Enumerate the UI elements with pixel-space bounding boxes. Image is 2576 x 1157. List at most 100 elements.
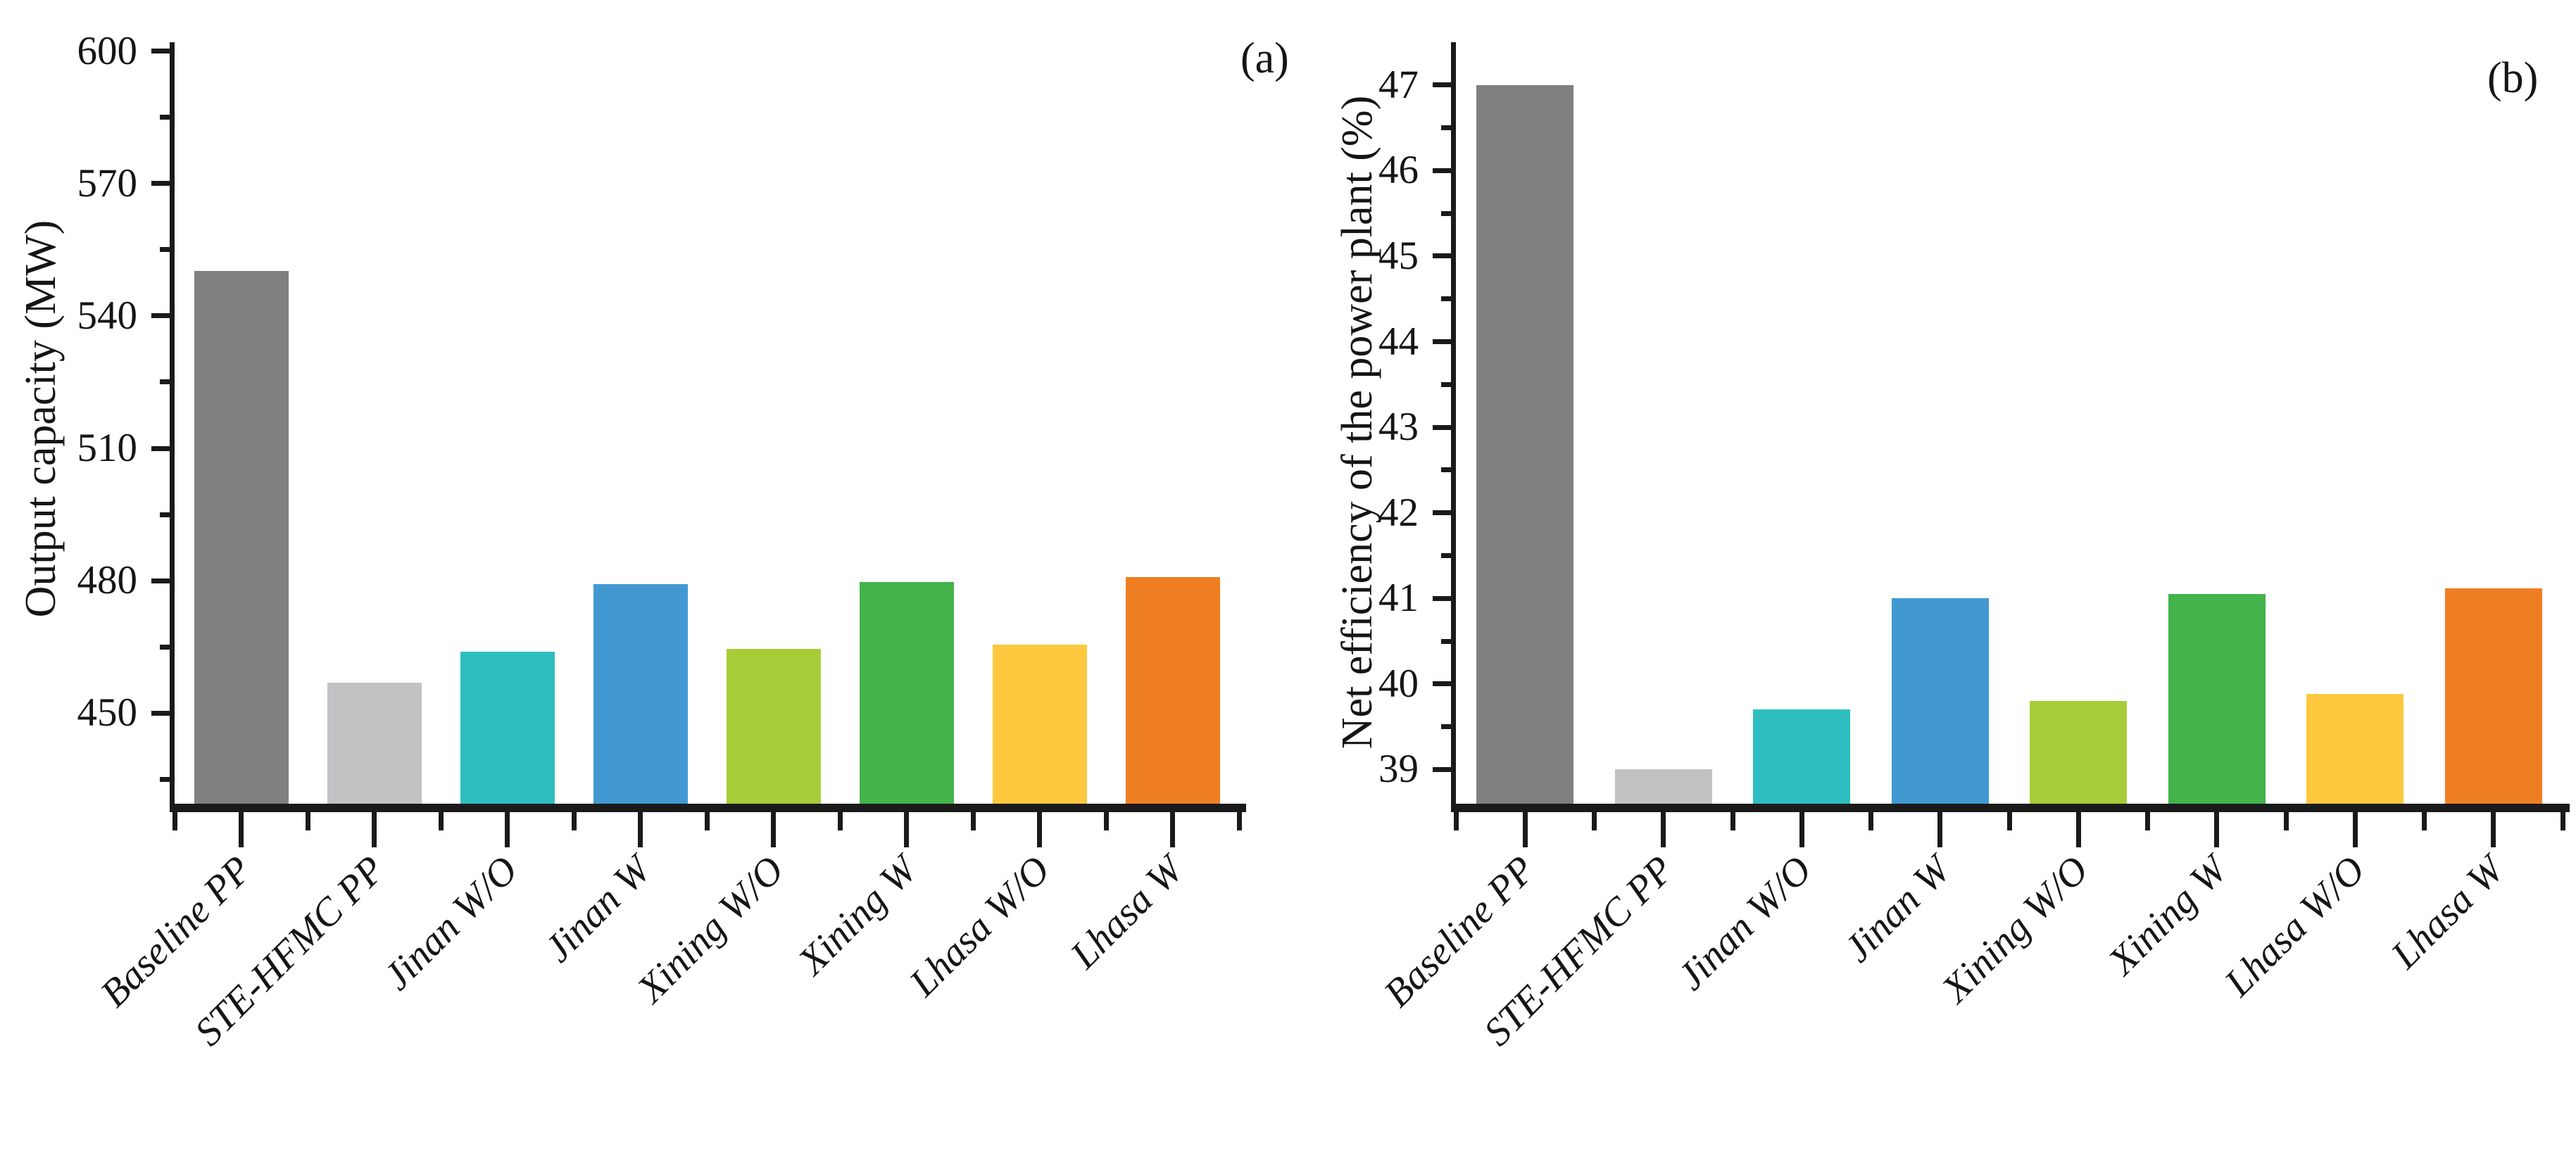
y-axis-tick-label: 42	[1378, 490, 1419, 535]
x-axis-boundary-tick	[1592, 812, 1597, 830]
x-axis-boundary-tick	[970, 812, 976, 830]
y-axis-tick-label: 510	[77, 426, 138, 471]
y-axis-tick-label: 540	[77, 293, 138, 338]
y-axis-minor-tick	[1441, 467, 1451, 473]
y-axis-minor-tick	[160, 247, 170, 253]
y-axis-minor-tick	[160, 115, 170, 120]
x-axis-center-tick	[904, 812, 909, 847]
x-axis-center-tick	[1037, 812, 1042, 847]
x-axis-boundary-tick	[2283, 812, 2289, 830]
y-axis-minor-tick	[1441, 210, 1451, 216]
y-axis-minor-tick	[1441, 638, 1451, 644]
x-axis-center-tick	[239, 812, 244, 847]
bar-xining-w-o	[726, 649, 821, 804]
y-axis-minor-tick	[1441, 552, 1451, 558]
x-axis-boundary-tick	[2422, 812, 2427, 830]
x-axis-center-tick	[1661, 812, 1666, 847]
y-axis-major-tick	[1433, 167, 1451, 173]
bar-xining-w	[859, 582, 954, 804]
x-axis-boundary-tick	[438, 812, 444, 830]
x-axis-boundary-tick	[1730, 812, 1735, 830]
x-axis-boundary-tick	[1103, 812, 1109, 830]
y-axis-major-tick	[1433, 339, 1451, 344]
x-axis-line	[1451, 804, 2570, 812]
x-axis-center-tick	[2214, 812, 2220, 847]
y-axis-major-tick	[1433, 681, 1451, 687]
y-axis-tick-label: 43	[1378, 405, 1419, 450]
y-axis-major-tick	[151, 181, 170, 186]
x-axis-boundary-tick	[172, 812, 177, 830]
y-axis-major-tick	[1433, 766, 1451, 772]
bar-xining-w	[2168, 594, 2266, 804]
y-axis-major-tick	[151, 49, 170, 54]
bar-baseline-pp	[1476, 84, 1574, 804]
y-axis-major-tick	[151, 313, 170, 319]
panel-label-a: (a)	[1240, 34, 1289, 82]
y-axis-tick-label: 480	[77, 558, 138, 603]
x-axis-center-tick	[1799, 812, 1804, 847]
x-axis-boundary-tick	[2006, 812, 2012, 830]
y-axis-tick-label: 45	[1378, 233, 1419, 278]
y-axis-title-a: Output capacity (MW)	[17, 220, 65, 618]
y-axis-major-tick	[151, 710, 170, 716]
x-axis-boundary-tick	[2560, 812, 2565, 830]
x-axis-center-tick	[505, 812, 510, 847]
y-axis-line	[1451, 42, 1456, 812]
x-axis-boundary-tick	[2145, 812, 2150, 830]
x-axis-boundary-tick	[704, 812, 710, 830]
x-axis-boundary-tick	[1868, 812, 1873, 830]
x-axis-center-tick	[1522, 812, 1528, 847]
x-axis-boundary-tick	[571, 812, 577, 830]
figure: Output capacity (MW) Net efficiency of t…	[17, 28, 2570, 1054]
y-axis-tick-label: 450	[77, 690, 138, 735]
bar-jinan-w-o	[1753, 709, 1851, 804]
x-axis-center-tick	[1170, 812, 1175, 847]
x-axis-center-tick	[2491, 812, 2496, 847]
y-axis-minor-tick	[160, 644, 170, 650]
x-axis-center-tick	[2352, 812, 2358, 847]
y-axis-tick-label: 600	[77, 28, 138, 73]
y-axis-tick-label: 40	[1378, 661, 1419, 706]
x-axis-boundary-tick	[1236, 812, 1242, 830]
x-axis-boundary-tick	[1453, 812, 1459, 830]
y-axis-tick-label: 47	[1378, 62, 1419, 107]
y-axis-major-tick	[1433, 424, 1451, 430]
y-axis-tick-label: 41	[1378, 576, 1419, 621]
bar-lhasa-w	[2444, 588, 2542, 804]
x-axis-center-tick	[1937, 812, 1943, 847]
bar-lhasa-w-o	[2306, 694, 2404, 804]
bar-lhasa-w	[1125, 576, 1220, 804]
y-axis-line	[170, 42, 175, 812]
bar-lhasa-w-o	[992, 645, 1087, 804]
x-axis-center-tick	[638, 812, 643, 847]
bar-jinan-w	[1891, 598, 1989, 804]
panel-label-b: (b)	[2487, 54, 2539, 102]
y-axis-major-tick	[1433, 595, 1451, 601]
y-axis-major-tick	[151, 445, 170, 451]
y-axis-minor-tick	[1441, 125, 1451, 131]
y-axis-major-tick	[151, 578, 170, 583]
y-axis-major-tick	[1433, 253, 1451, 259]
x-axis-center-tick	[2075, 812, 2081, 847]
y-axis-minor-tick	[1441, 381, 1451, 387]
bar-xining-w-o	[2030, 701, 2128, 804]
y-axis-tick-label: 46	[1378, 148, 1419, 193]
y-axis-minor-tick	[1441, 296, 1451, 302]
y-axis-minor-tick	[1441, 724, 1451, 730]
bar-jinan-w-o	[460, 651, 555, 804]
bar-baseline-pp	[194, 270, 289, 804]
x-axis-line	[170, 804, 1246, 812]
x-axis-center-tick	[771, 812, 776, 847]
x-axis-boundary-tick	[305, 812, 310, 830]
bar-ste-hfmc-pp	[1614, 769, 1712, 804]
x-axis-boundary-tick	[837, 812, 843, 830]
y-axis-major-tick	[1433, 510, 1451, 516]
x-axis-center-tick	[372, 812, 377, 847]
bar-jinan-w	[593, 584, 688, 804]
y-axis-minor-tick	[160, 379, 170, 385]
y-axis-tick-label: 39	[1378, 747, 1419, 792]
y-axis-major-tick	[1433, 82, 1451, 88]
y-axis-tick-label: 44	[1378, 319, 1419, 364]
y-axis-minor-tick	[160, 512, 170, 517]
y-axis-tick-label: 570	[77, 160, 138, 206]
